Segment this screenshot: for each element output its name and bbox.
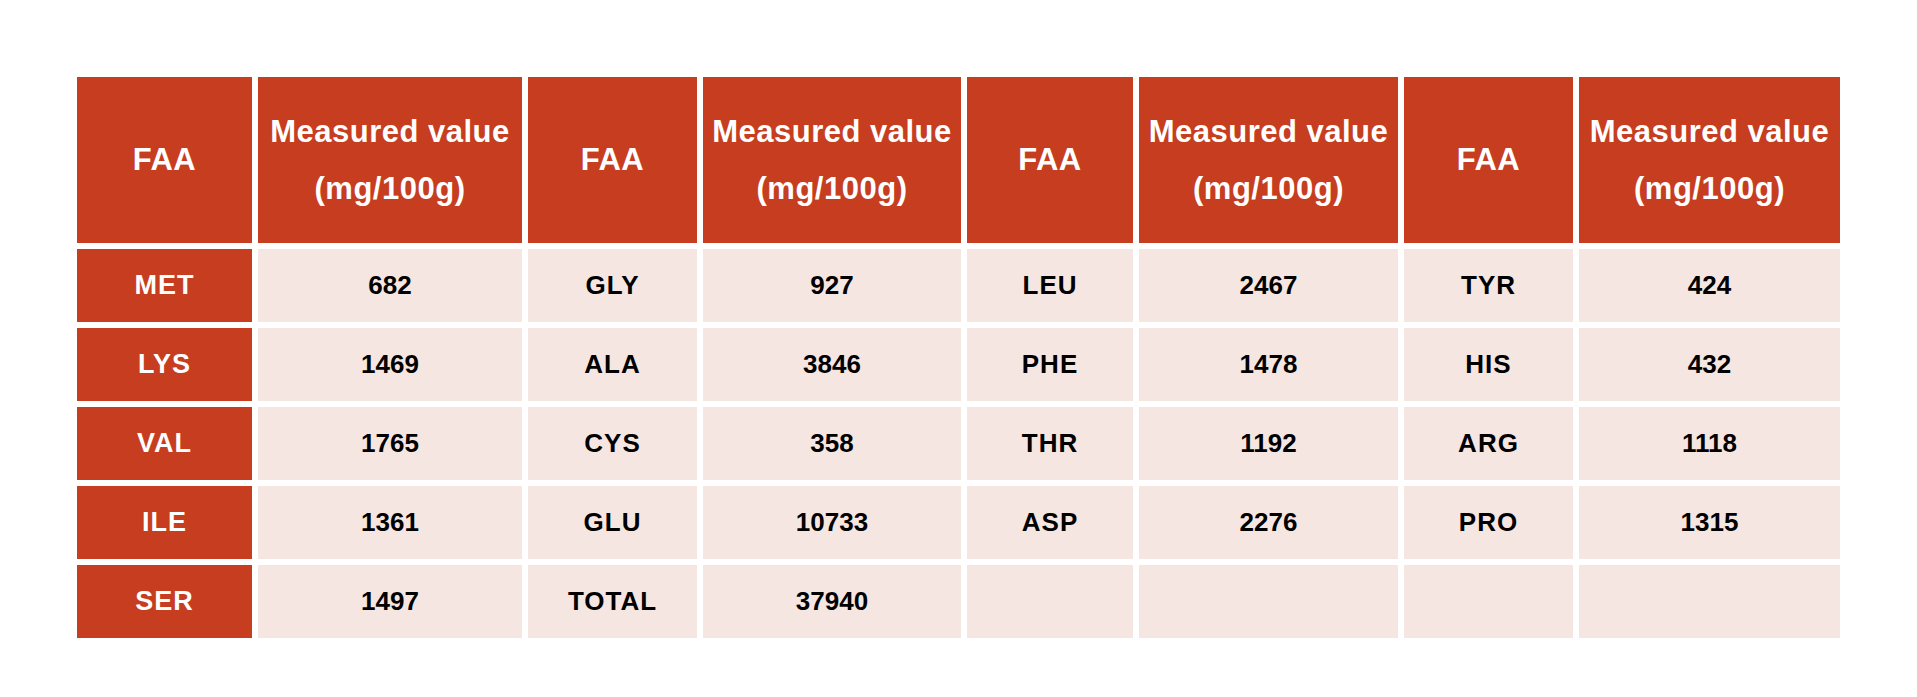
faa-name-cell: TYR — [1404, 249, 1573, 322]
empty-cell — [1579, 565, 1840, 638]
faa-name-cell: ILE — [77, 486, 252, 559]
faa-name-cell: CYS — [528, 407, 697, 480]
measured-value-header-label: Measured value — [1590, 116, 1830, 147]
measured-value-cell: 1469 — [258, 328, 522, 401]
faa-name-cell: LYS — [77, 328, 252, 401]
faa-header-cell: FAA — [1404, 77, 1573, 243]
measured-value-cell: 37940 — [703, 565, 961, 638]
measured-value-cell: 2276 — [1139, 486, 1398, 559]
faa-header-cell: FAA — [967, 77, 1133, 243]
faa-header-cell: FAA — [528, 77, 697, 243]
measured-value-header-cell: Measured value (mg/100g) — [1139, 77, 1398, 243]
faa-name-cell: TOTAL — [528, 565, 697, 638]
measured-value-header-unit: (mg/100g) — [1634, 173, 1785, 204]
faa-name-cell: GLU — [528, 486, 697, 559]
measured-value-cell: 1315 — [1579, 486, 1840, 559]
measured-value-cell: 927 — [703, 249, 961, 322]
measured-value-header-label: Measured value — [712, 116, 952, 147]
faa-name-cell: HIS — [1404, 328, 1573, 401]
measured-value-cell: 358 — [703, 407, 961, 480]
faa-name-cell: LEU — [967, 249, 1133, 322]
measured-value-header-cell: Measured value (mg/100g) — [1579, 77, 1840, 243]
faa-name-cell: VAL — [77, 407, 252, 480]
empty-cell — [1404, 565, 1573, 638]
faa-name-cell: PHE — [967, 328, 1133, 401]
measured-value-cell: 1497 — [258, 565, 522, 638]
measured-value-cell: 682 — [258, 249, 522, 322]
measured-value-cell: 432 — [1579, 328, 1840, 401]
measured-value-cell: 1361 — [258, 486, 522, 559]
measured-value-cell: 1118 — [1579, 407, 1840, 480]
measured-value-cell: 1192 — [1139, 407, 1398, 480]
faa-name-cell: MET — [77, 249, 252, 322]
measured-value-cell: 1478 — [1139, 328, 1398, 401]
measured-value-header-label: Measured value — [1149, 116, 1389, 147]
faa-name-cell: THR — [967, 407, 1133, 480]
faa-name-cell: SER — [77, 565, 252, 638]
measured-value-header-unit: (mg/100g) — [1193, 173, 1344, 204]
empty-cell — [1139, 565, 1398, 638]
measured-value-header-label: Measured value — [270, 116, 510, 147]
measured-value-cell: 424 — [1579, 249, 1840, 322]
faa-name-cell: PRO — [1404, 486, 1573, 559]
measured-value-cell: 3846 — [703, 328, 961, 401]
measured-value-header-cell: Measured value (mg/100g) — [258, 77, 522, 243]
measured-value-cell: 1765 — [258, 407, 522, 480]
faa-header-cell: FAA — [77, 77, 252, 243]
faa-name-cell: GLY — [528, 249, 697, 322]
faa-name-cell: ARG — [1404, 407, 1573, 480]
measured-value-header-cell: Measured value (mg/100g) — [703, 77, 961, 243]
faa-table: FAA Measured value (mg/100g) FAA Measure… — [77, 77, 1840, 638]
measured-value-header-unit: (mg/100g) — [757, 173, 908, 204]
measured-value-header-unit: (mg/100g) — [315, 173, 466, 204]
measured-value-cell: 2467 — [1139, 249, 1398, 322]
empty-cell — [967, 565, 1133, 638]
faa-name-cell: ALA — [528, 328, 697, 401]
measured-value-cell: 10733 — [703, 486, 961, 559]
faa-name-cell: ASP — [967, 486, 1133, 559]
